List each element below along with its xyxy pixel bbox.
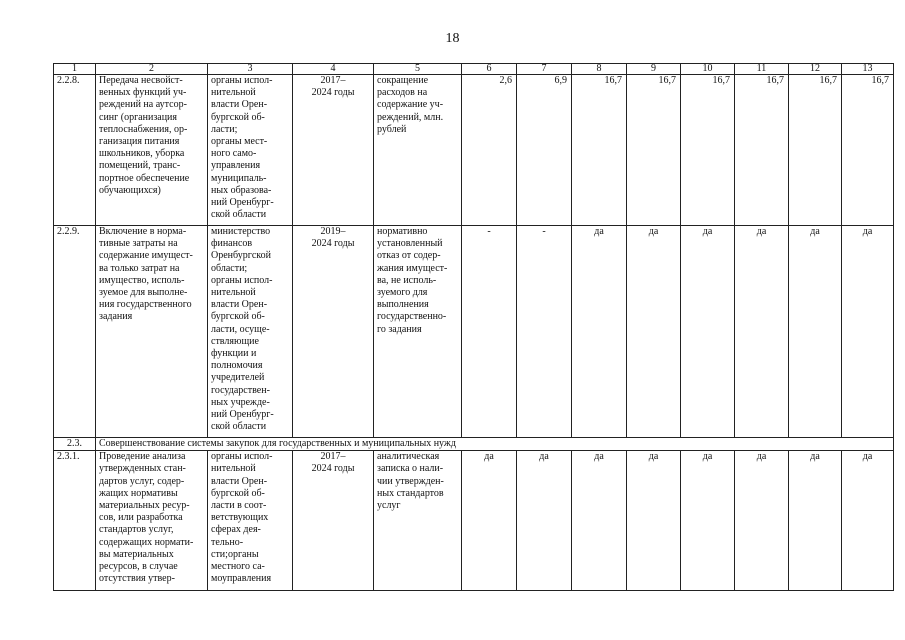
period-cell: 2019– 2024 годы	[292, 225, 374, 438]
value-cell: -	[516, 225, 572, 438]
section-row: 2.3. Совершенствование системы закупок д…	[53, 436, 894, 452]
value-cell: да	[734, 450, 789, 592]
value-cell: 16,7	[734, 74, 789, 226]
period-cell: 2017– 2024 годы	[292, 74, 374, 226]
column-header: 1	[53, 63, 96, 75]
column-header: 4	[292, 63, 374, 75]
executor-cell: органы испол- нительной власти Орен- бур…	[207, 450, 293, 592]
value-cell: 16,7	[571, 74, 627, 226]
column-header: 5	[373, 63, 462, 75]
table-row: 2.2.9. Включение в норма- тивные затраты…	[53, 225, 894, 438]
column-header: 2	[95, 63, 208, 75]
column-header: 7	[516, 63, 572, 75]
measure-cell: Включение в норма- тивные затраты на сод…	[95, 225, 208, 438]
value-cell: да	[680, 225, 735, 438]
table-row: 2.3.1. Проведение анализа утвержденных с…	[53, 450, 894, 592]
value-cell: 16,7	[841, 74, 894, 226]
result-cell: аналитическая записка о нали- чии утверж…	[373, 450, 462, 592]
measures-table: 1 2 3 4 5 6 7 8 9 10 11 12 13 2.2.8. Пер…	[53, 63, 894, 592]
value-cell: да	[461, 450, 517, 592]
value-cell: да	[841, 225, 894, 438]
page-number: 18	[445, 31, 460, 46]
column-header: 9	[626, 63, 681, 75]
value-cell: да	[788, 225, 842, 438]
value-cell: да	[734, 225, 789, 438]
executor-cell: министерство финансов Оренбургской облас…	[207, 225, 293, 438]
value-cell: 2,6	[461, 74, 517, 226]
column-header: 3	[207, 63, 293, 75]
column-header: 10	[680, 63, 735, 75]
row-id: 2.3.1.	[53, 450, 96, 592]
value-cell: да	[841, 450, 894, 592]
measure-cell: Передача несвойст- венных функций уч- ре…	[95, 74, 208, 226]
column-header: 8	[571, 63, 627, 75]
table-row: 2.2.8. Передача несвойст- венных функций…	[53, 74, 894, 226]
value-cell: -	[461, 225, 517, 438]
value-cell: да	[788, 450, 842, 592]
period-cell: 2017– 2024 годы	[292, 450, 374, 592]
value-cell: 16,7	[680, 74, 735, 226]
row-id: 2.2.8.	[53, 74, 96, 226]
section-id: 2.3.	[53, 436, 96, 452]
column-header: 11	[734, 63, 789, 75]
result-cell: нормативно установленный отказ от содер-…	[373, 225, 462, 438]
column-number-row: 1 2 3 4 5 6 7 8 9 10 11 12 13	[53, 63, 894, 75]
executor-cell: органы испол- нительной власти Орен- бур…	[207, 74, 293, 226]
column-header: 6	[461, 63, 517, 75]
value-cell: да	[626, 450, 681, 592]
value-cell: да	[571, 450, 627, 592]
value-cell: 16,7	[626, 74, 681, 226]
value-cell: да	[571, 225, 627, 438]
measure-cell: Проведение анализа утвержденных стан- да…	[95, 450, 208, 592]
section-title: Совершенствование системы закупок для го…	[95, 436, 894, 452]
value-cell: да	[516, 450, 572, 592]
value-cell: 16,7	[788, 74, 842, 226]
row-id: 2.2.9.	[53, 225, 96, 438]
result-cell: сокращение расходов на содержание уч- ре…	[373, 74, 462, 226]
column-header: 12	[788, 63, 842, 75]
value-cell: да	[680, 450, 735, 592]
column-header: 13	[841, 63, 894, 75]
value-cell: да	[626, 225, 681, 438]
value-cell: 6,9	[516, 74, 572, 226]
